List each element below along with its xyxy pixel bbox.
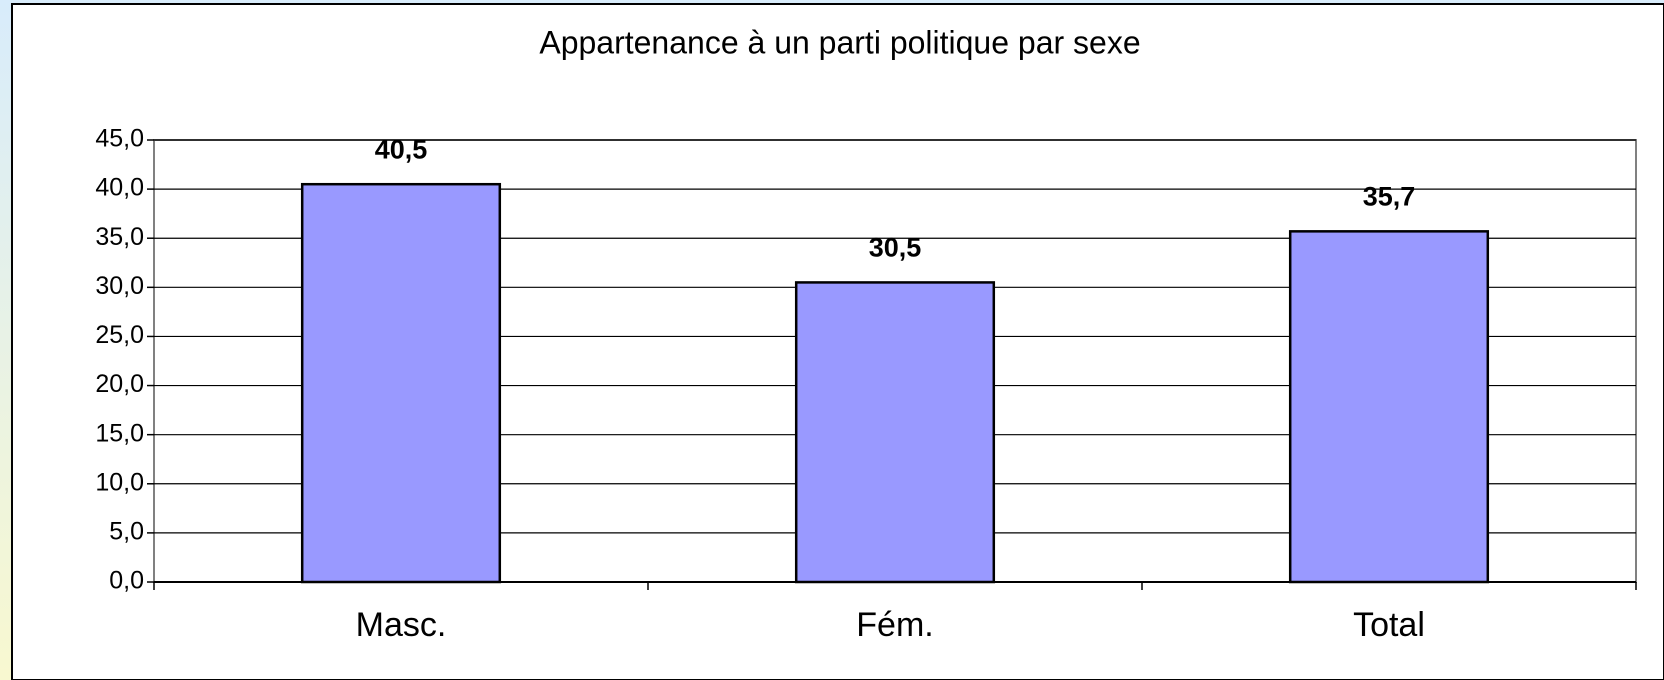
y-tick-label: 5,0 — [109, 517, 144, 545]
x-tick-label: Total — [1353, 606, 1425, 644]
y-tick-label: 25,0 — [95, 321, 144, 349]
y-tick-label: 45,0 — [95, 125, 144, 153]
x-tick-label: Fém. — [856, 606, 933, 644]
data-label: 40,5 — [375, 134, 428, 164]
bar — [1288, 230, 1490, 584]
y-tick-label: 10,0 — [95, 468, 144, 496]
chart-title: Appartenance à un parti politique par se… — [539, 24, 1140, 60]
bar — [300, 182, 502, 584]
data-label: 30,5 — [869, 233, 922, 263]
data-label: 35,7 — [1363, 181, 1416, 211]
bar — [794, 281, 996, 584]
y-tick-label: 20,0 — [95, 370, 144, 398]
y-tick-label: 30,0 — [95, 272, 144, 300]
y-tick-label: 15,0 — [95, 419, 144, 447]
x-tick-label: Masc. — [356, 606, 447, 644]
y-tick-label: 0,0 — [109, 567, 144, 595]
y-tick-label: 35,0 — [95, 223, 144, 251]
y-tick-label: 40,0 — [95, 174, 144, 202]
